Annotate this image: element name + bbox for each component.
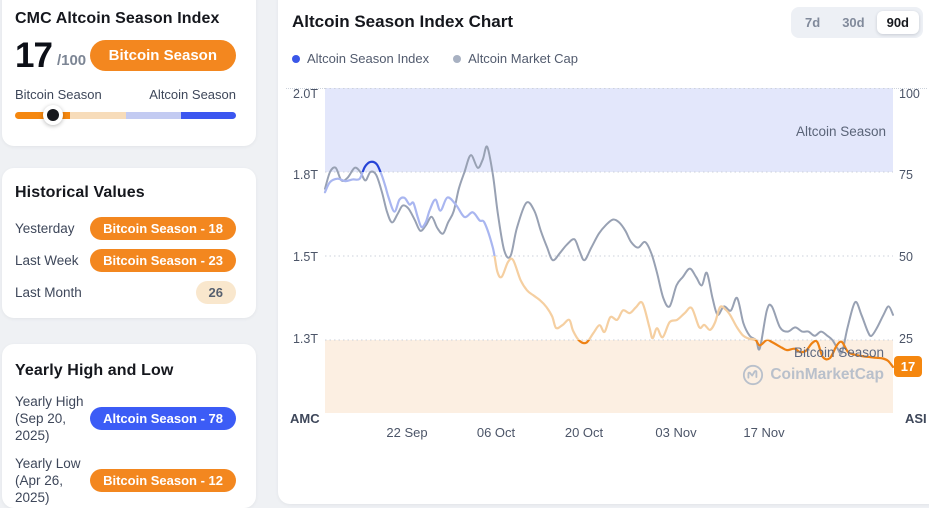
historical-row-label: Yesterday: [15, 221, 75, 236]
yearly-high-row: Yearly High (Sep 20, 2025) Altcoin Seaso…: [15, 393, 236, 444]
yearly-high-label-text: Yearly High: [15, 394, 84, 409]
bitcoin-zone-label: Bitcoin Season: [793, 345, 884, 360]
chart-title: Altcoin Season Index Chart: [292, 12, 514, 31]
right-axis-tick: 75: [899, 168, 913, 182]
left-axis-tick: 1.8T: [292, 168, 318, 182]
scale-labels: Bitcoin Season Altcoin Season: [15, 87, 236, 102]
legend-dot-index: [292, 54, 300, 63]
yearly-low-badge: Bitcoin Season - 12: [90, 469, 236, 492]
season-status-badge: Bitcoin Season: [89, 40, 236, 71]
legend-label-mcap: Altcoin Market Cap: [468, 51, 578, 66]
coinmarketcap-logo-icon: [743, 364, 764, 386]
range-button-30d[interactable]: 30d: [832, 11, 874, 34]
legend-item-mcap[interactable]: Altcoin Market Cap: [453, 51, 578, 66]
legend-label-index: Altcoin Season Index: [307, 51, 430, 66]
x-axis-label: 06 Oct: [476, 425, 516, 440]
yearly-high-badge: Altcoin Season - 78: [90, 407, 236, 430]
chart-card: Altcoin Season Index Chart 7d 30d 90d Al…: [278, 0, 929, 504]
historical-row-label: Last Month: [15, 285, 82, 300]
yearly-low-label: Yearly Low (Apr 26, 2025): [15, 455, 90, 506]
left-axis-tick: 1.5T: [292, 250, 318, 264]
left-axis-name: AMC: [290, 411, 320, 426]
index-current-value: 17: [15, 35, 53, 75]
altcoin-zone-label: Altcoin Season: [795, 124, 886, 139]
slider-knob-dot: [46, 109, 59, 121]
yearly-high-date: (Sep 20, 2025): [15, 411, 67, 443]
chart-lines: [323, 88, 895, 368]
historical-row: Last Week Bitcoin Season - 23: [15, 249, 236, 272]
historical-row-badge: Bitcoin Season - 18: [90, 217, 236, 240]
yearly-high-low-card: Yearly High and Low Yearly High (Sep 20,…: [2, 344, 256, 508]
historical-values-card: Historical Values Yesterday Bitcoin Seas…: [2, 168, 256, 318]
yearly-low-date: (Apr 26, 2025): [15, 473, 64, 505]
slider-segment-altcoin-light: [125, 112, 181, 119]
coinmarketcap-watermark: CoinMarketCap: [742, 364, 884, 386]
x-axis-label: 22 Sep: [386, 425, 428, 440]
historical-row-badge: 26: [195, 281, 236, 304]
x-axis-label: 20 Oct: [564, 425, 604, 440]
slider-knob: [42, 105, 63, 125]
scale-left-label: Bitcoin Season: [15, 87, 102, 102]
altcoin-season-band: [325, 88, 893, 172]
right-axis-tick: 50: [899, 250, 913, 264]
x-axis-label: 17 Nov: [743, 425, 785, 440]
right-axis-name: ASI: [905, 411, 927, 426]
range-button-7d[interactable]: 7d: [795, 11, 830, 34]
chart-legend: Altcoin Season Index Altcoin Market Cap: [292, 51, 578, 66]
time-range-toggle: 7d 30d 90d: [791, 7, 923, 38]
chart-plot-area[interactable]: [323, 88, 895, 413]
right-axis-tick: 25: [899, 332, 913, 346]
left-axis-tick: 1.3T: [292, 332, 318, 346]
historical-row-badge: Bitcoin Season - 23: [90, 249, 236, 272]
scale-right-label: Altcoin Season: [149, 87, 236, 102]
watermark-text: CoinMarketCap: [770, 366, 884, 383]
historical-card-title: Historical Values: [15, 184, 145, 201]
range-button-90d[interactable]: 90d: [876, 11, 919, 34]
current-value-badge: 17: [894, 356, 922, 377]
historical-row-label: Last Week: [15, 253, 79, 268]
slider-segment-altcoin: [180, 112, 236, 119]
yearly-low-row: Yearly Low (Apr 26, 2025) Bitcoin Season…: [15, 455, 236, 506]
legend-item-index[interactable]: Altcoin Season Index: [292, 51, 429, 66]
yearly-high-label: Yearly High (Sep 20, 2025): [15, 393, 90, 444]
historical-row: Last Month 26: [15, 281, 236, 304]
index-max-value: /100: [56, 52, 87, 69]
season-index-slider: [15, 105, 236, 125]
slider-segment-bitcoin-light: [70, 112, 126, 119]
yearly-card-title: Yearly High and Low: [15, 362, 174, 379]
historical-row: Yesterday Bitcoin Season - 18: [15, 217, 236, 240]
index-card-title: CMC Altcoin Season Index: [15, 10, 220, 27]
x-axis-label: 03 Nov: [655, 425, 697, 440]
legend-dot-mcap: [453, 54, 462, 63]
yearly-low-label-text: Yearly Low: [15, 456, 81, 471]
left-axis-tick: 2.0T: [292, 87, 318, 101]
index-summary-card: CMC Altcoin Season Index 17 /100 Bitcoin…: [2, 0, 256, 146]
index-value-row: 17 /100 Bitcoin Season: [15, 37, 236, 74]
right-axis-tick: 100: [899, 87, 920, 101]
